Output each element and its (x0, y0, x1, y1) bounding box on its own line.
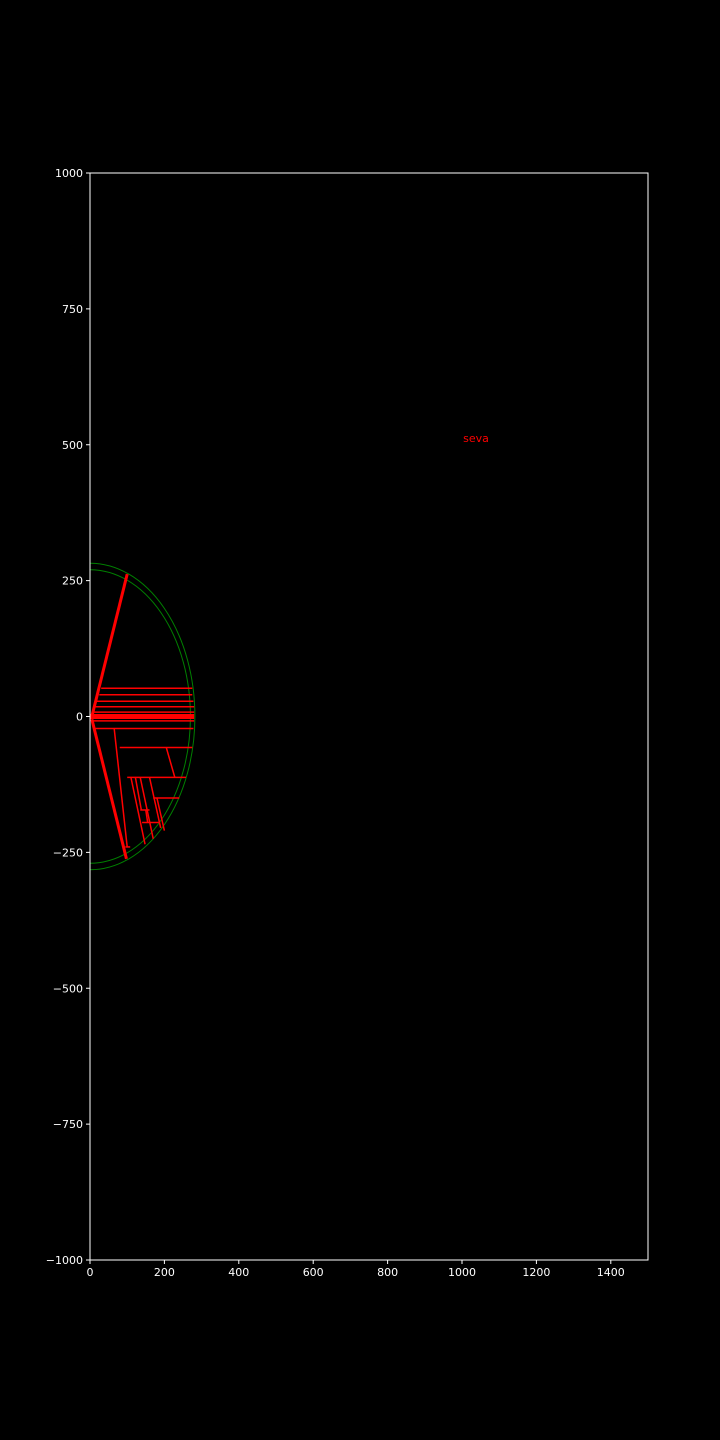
line-segment-18 (148, 777, 162, 829)
y-tick-label: 0 (76, 711, 83, 724)
y-tick-label: 750 (62, 303, 83, 316)
y-tick-label: −1000 (46, 1254, 83, 1267)
line-segment-23 (145, 809, 149, 823)
x-tick-label: 400 (228, 1266, 249, 1279)
x-tick-label: 0 (87, 1266, 94, 1279)
annotations: seva (463, 432, 489, 445)
line-segment-19 (156, 797, 166, 831)
y-axis: 1000 750 500 250 0 −250 −500 −750 −1000 (46, 167, 90, 1267)
y-tick-label: −500 (53, 982, 83, 995)
x-axis: 0 200 400 600 800 1000 1200 1400 (87, 1260, 625, 1279)
line-segment-14 (113, 728, 128, 848)
line-segment-1 (90, 718, 128, 860)
line-segment-16 (130, 777, 146, 845)
y-tick-label: 1000 (55, 167, 83, 180)
y-tick-label: 250 (62, 575, 83, 588)
x-tick-label: 1200 (522, 1266, 550, 1279)
x-tick-label: 1000 (448, 1266, 476, 1279)
line-segment-0 (90, 573, 129, 717)
x-tick-label: 1400 (597, 1266, 625, 1279)
chart-marks (90, 562, 196, 871)
x-tick-label: 600 (303, 1266, 324, 1279)
y-tick-label: 500 (62, 439, 83, 452)
y-tick-label: −250 (53, 846, 83, 859)
line-segment-15 (165, 747, 176, 778)
line-segment-17 (139, 777, 154, 839)
x-tick-label: 800 (377, 1266, 398, 1279)
y-tick-label: −750 (53, 1118, 83, 1131)
line-segment-22 (134, 777, 143, 811)
annotation-label: seva (463, 432, 489, 445)
circle-outline-1 (90, 562, 196, 871)
x-tick-label: 200 (154, 1266, 175, 1279)
